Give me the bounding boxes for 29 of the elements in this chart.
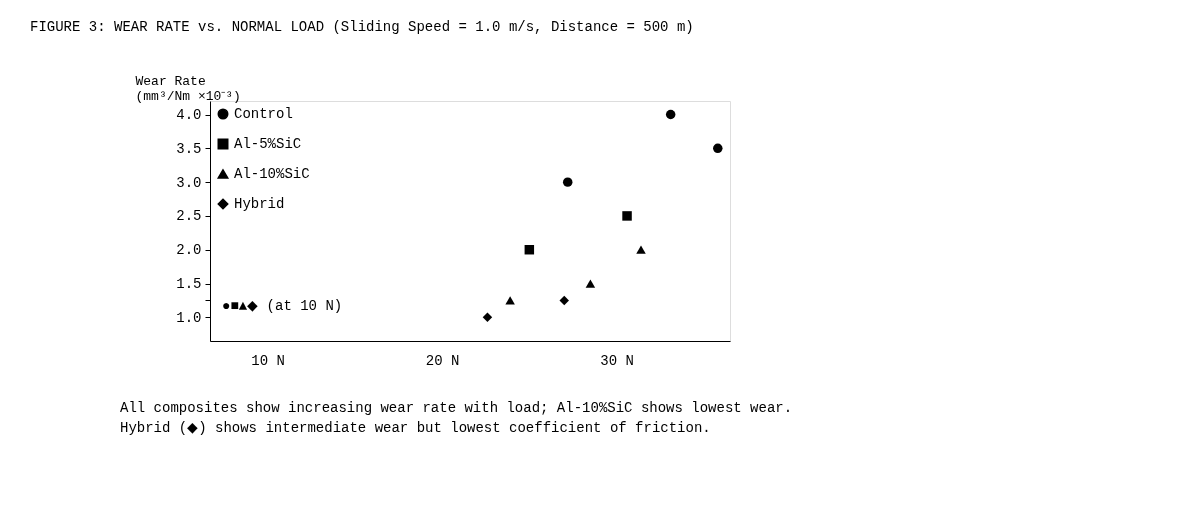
point <box>713 143 723 154</box>
legend-label: Al-10%SiC <box>234 166 310 182</box>
chart-title: FIGURE 3: WEAR RATE vs. NORMAL LOAD (Sliding Speed = 1.0 m/s, Distance = 500 m) <box>30 19 694 35</box>
y-tick-label: 2.0 <box>176 242 202 259</box>
legend-label: Al-5%SiC <box>234 136 302 152</box>
point <box>622 211 632 221</box>
y-tick-label: 1.5 <box>176 276 202 293</box>
y-tick-label: 3.0 <box>176 174 202 191</box>
y-tick-label: 1.0 <box>176 309 202 326</box>
point <box>585 279 596 288</box>
point <box>559 295 569 306</box>
x-tick-label: 10 N <box>251 352 285 369</box>
y-axis-title: Wear Rate (mm³/Nm ×10⁻³) <box>135 73 241 104</box>
text: Hybrid (◆) shows intermediate wear but lowest coefficient of friction. <box>120 420 711 436</box>
annotation: ●■▲◆ (at 10 N) <box>222 298 343 314</box>
legend-label: Control <box>234 106 293 122</box>
y-tick-label: 4.0 <box>176 107 202 124</box>
x-tick-label: 30 N <box>600 352 634 369</box>
x-tick-label: 20 N <box>425 352 460 369</box>
text: All composites show increasing wear rate with load; Al-10%SiC shows lowest wear. <box>120 400 793 416</box>
legend-label: Hybrid <box>234 196 285 212</box>
point <box>482 312 493 323</box>
point <box>524 244 535 255</box>
point <box>505 296 515 305</box>
y-tick-label: 2.5 <box>176 208 202 225</box>
point <box>562 177 573 187</box>
y-tick-label: 3.5 <box>176 140 202 157</box>
point <box>636 245 646 254</box>
point <box>665 109 676 120</box>
